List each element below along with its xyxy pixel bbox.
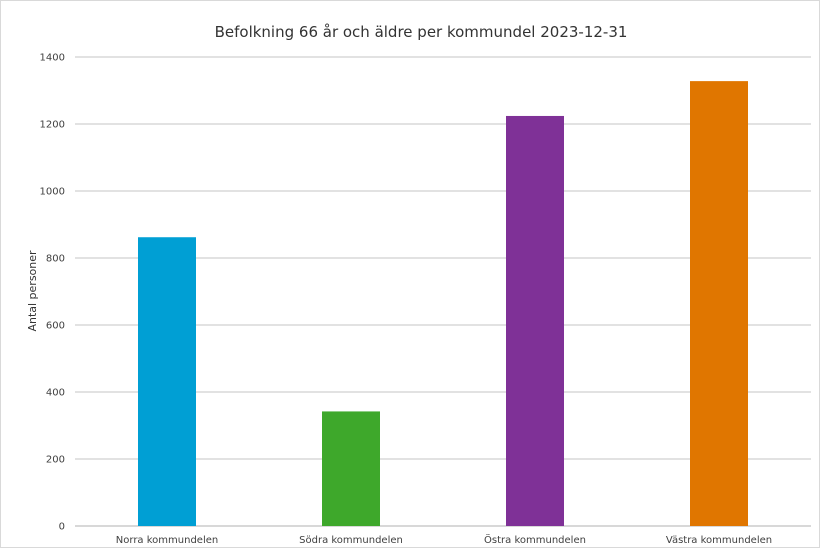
gridlines xyxy=(75,56,811,527)
y-tick-label: 600 xyxy=(46,321,65,332)
x-tick-label: Västra kommundelen xyxy=(666,535,772,546)
y-tick-label: 400 xyxy=(46,388,65,399)
y-axis-title: Antal personer xyxy=(26,250,39,332)
y-tick-label: 1400 xyxy=(40,53,65,64)
y-tick-label: 200 xyxy=(46,455,65,466)
y-axis-ticks: 0 200 400 600 800 1000 1200 1400 xyxy=(40,53,65,533)
bar xyxy=(138,237,196,527)
y-tick-label: 800 xyxy=(46,254,65,265)
x-tick-label: Östra kommundelen xyxy=(484,533,586,546)
x-axis-ticks: Norra kommundelen Södra kommundelen Östra … xyxy=(116,533,772,546)
y-tick-label: 1200 xyxy=(40,120,65,131)
bar xyxy=(690,81,748,527)
y-tick-label: 0 xyxy=(59,522,65,533)
x-tick-label: Norra kommundelen xyxy=(116,535,218,546)
bar xyxy=(506,115,564,527)
x-tick-label: Södra kommundelen xyxy=(299,535,403,546)
bars xyxy=(138,81,748,527)
chart-title: Befolkning 66 år och äldre per kommundel… xyxy=(215,23,628,41)
y-tick-label: 1000 xyxy=(40,187,65,198)
bar xyxy=(322,411,380,526)
